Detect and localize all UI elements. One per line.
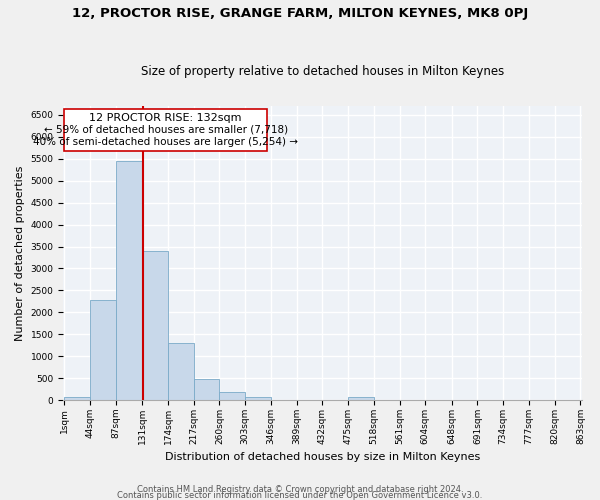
Bar xyxy=(142,251,168,400)
X-axis label: Distribution of detached houses by size in Milton Keynes: Distribution of detached houses by size … xyxy=(165,452,480,462)
Bar xyxy=(64,397,90,400)
Text: ← 59% of detached houses are smaller (7,718): ← 59% of detached houses are smaller (7,… xyxy=(44,125,287,135)
Text: 12, PROCTOR RISE, GRANGE FARM, MILTON KEYNES, MK8 0PJ: 12, PROCTOR RISE, GRANGE FARM, MILTON KE… xyxy=(72,8,528,20)
Bar xyxy=(168,343,194,400)
Y-axis label: Number of detached properties: Number of detached properties xyxy=(15,166,25,341)
Bar xyxy=(194,378,220,400)
Bar xyxy=(116,161,142,400)
Bar xyxy=(348,397,374,400)
Text: Contains HM Land Registry data © Crown copyright and database right 2024.: Contains HM Land Registry data © Crown c… xyxy=(137,484,463,494)
Title: Size of property relative to detached houses in Milton Keynes: Size of property relative to detached ho… xyxy=(141,66,504,78)
Text: Contains public sector information licensed under the Open Government Licence v3: Contains public sector information licen… xyxy=(118,490,482,500)
FancyBboxPatch shape xyxy=(64,108,267,151)
Bar xyxy=(90,300,116,400)
Text: 40% of semi-detached houses are larger (5,254) →: 40% of semi-detached houses are larger (… xyxy=(33,136,298,146)
Bar xyxy=(220,392,245,400)
Text: 12 PROCTOR RISE: 132sqm: 12 PROCTOR RISE: 132sqm xyxy=(89,113,242,123)
Bar xyxy=(245,397,271,400)
